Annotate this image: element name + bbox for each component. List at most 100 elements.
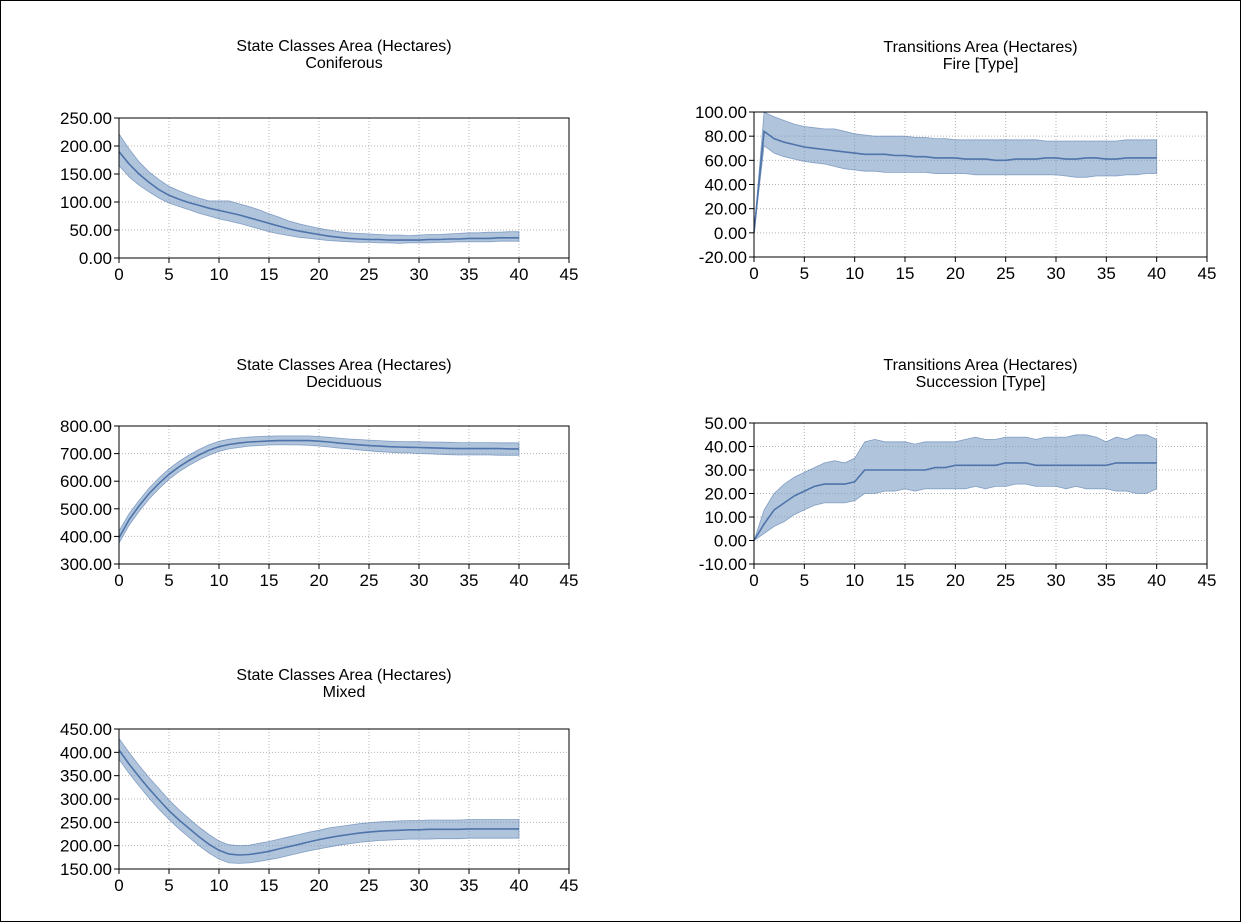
- y-tick-label: 50.00: [704, 414, 747, 433]
- x-tick-label: 25: [360, 265, 379, 284]
- y-tick-label: 100.00: [60, 193, 112, 212]
- mean-line: [753, 462, 1157, 541]
- chart-5: State Classes Area (Hectares)Mixed 0 5 10 15…: [60, 667, 578, 895]
- chart-title: State Classes Area (Hectares): [236, 667, 451, 684]
- x-tick-label: 35: [460, 571, 479, 590]
- x-tick-label: 15: [896, 264, 915, 283]
- x-tick-label: 30: [1047, 571, 1066, 590]
- y-tick-label: 100.00: [695, 103, 747, 122]
- x-tick-label: 35: [1097, 264, 1116, 283]
- x-tick-label: 10: [210, 876, 229, 895]
- y-tick-label: 20.00: [704, 200, 747, 219]
- x-tick-label: 35: [460, 265, 479, 284]
- x-tick-label: 20: [946, 571, 965, 590]
- y-tick-label: 500.00: [60, 500, 112, 519]
- mean-line: [118, 151, 519, 241]
- chart-2: Transitions Area (Hectares)Fire [Type] 0 5…: [695, 39, 1216, 283]
- plot-frame: [118, 117, 570, 259]
- x-tick-label: 25: [996, 571, 1015, 590]
- chart-4: Transitions Area (Hectares)Succession [T…: [699, 357, 1217, 590]
- chart-subtitle: Fire [Type]: [943, 56, 1019, 73]
- x-tick-label: 10: [845, 264, 864, 283]
- x-tick-label: 5: [800, 264, 809, 283]
- y-tick-label: 0.00: [714, 532, 747, 551]
- chart-subtitle: Deciduous: [306, 374, 382, 391]
- confidence-band: [118, 737, 520, 864]
- confidence-band: [753, 434, 1158, 542]
- y-tick-label: 250.00: [60, 109, 112, 128]
- y-tick-label: 700.00: [60, 445, 112, 464]
- x-tick-label: 40: [510, 571, 529, 590]
- y-tick-label: 0.00: [714, 224, 747, 243]
- x-tick-label: 30: [410, 571, 429, 590]
- chart-1: State Classes Area (Hectares)Coniferous 0…: [60, 38, 578, 284]
- x-tick-label: 15: [260, 265, 279, 284]
- y-tick-label: 300.00: [60, 555, 112, 574]
- x-tick-label: 5: [164, 265, 173, 284]
- x-tick-label: 45: [560, 571, 579, 590]
- x-tick-label: 35: [1097, 571, 1116, 590]
- mean-line: [118, 439, 519, 539]
- x-tick-label: 45: [560, 876, 579, 895]
- plot-frame: [118, 425, 570, 565]
- x-tick-label: 25: [360, 571, 379, 590]
- x-tick-label: 25: [996, 264, 1015, 283]
- x-tick-label: 20: [310, 876, 329, 895]
- y-tick-label: 40.00: [704, 176, 747, 195]
- y-tick-label: 450.00: [60, 720, 112, 739]
- y-tick-label: 250.00: [60, 813, 112, 832]
- x-tick-label: 25: [360, 876, 379, 895]
- y-tick-label: 150.00: [60, 165, 112, 184]
- x-tick-label: 0: [114, 876, 123, 895]
- x-tick-label: 15: [260, 571, 279, 590]
- x-tick-label: 0: [749, 571, 758, 590]
- x-tick-label: 10: [210, 265, 229, 284]
- y-tick-label: 20.00: [704, 485, 747, 504]
- x-tick-label: 10: [210, 571, 229, 590]
- x-tick-label: 0: [114, 265, 123, 284]
- x-tick-label: 35: [460, 876, 479, 895]
- chart-title: State Classes Area (Hectares): [236, 38, 451, 55]
- x-tick-label: 40: [1147, 571, 1166, 590]
- x-tick-label: 0: [749, 264, 758, 283]
- chart-subtitle: Coniferous: [305, 55, 382, 72]
- x-tick-label: 0: [114, 571, 123, 590]
- y-tick-label: 800.00: [60, 417, 112, 436]
- chart-subtitle: Succession [Type]: [916, 374, 1046, 391]
- x-tick-label: 40: [1147, 264, 1166, 283]
- gridlines: [119, 118, 569, 258]
- x-tick-label: 20: [310, 265, 329, 284]
- x-tick-label: 30: [1047, 264, 1066, 283]
- x-tick-label: 5: [164, 571, 173, 590]
- mean-line: [118, 749, 519, 856]
- chart-3: State Classes Area (Hectares)Deciduous 0 5…: [60, 357, 578, 590]
- gridlines: [119, 729, 569, 869]
- y-tick-label: 600.00: [60, 472, 112, 491]
- chart-title: Transitions Area (Hectares): [883, 39, 1077, 56]
- y-tick-label: -20.00: [699, 248, 747, 267]
- y-tick-label: 80.00: [704, 127, 747, 146]
- x-tick-label: 20: [946, 264, 965, 283]
- gridlines: [119, 426, 569, 564]
- x-tick-label: 30: [410, 876, 429, 895]
- y-tick-label: 0.00: [79, 249, 112, 268]
- x-tick-label: 45: [1198, 571, 1217, 590]
- mean-line: [753, 129, 1157, 233]
- y-tick-label: 200.00: [60, 137, 112, 156]
- y-tick-label: 350.00: [60, 767, 112, 786]
- confidence-band: [118, 435, 520, 545]
- chart-title: State Classes Area (Hectares): [236, 357, 451, 374]
- y-tick-label: 60.00: [704, 151, 747, 170]
- y-tick-label: 400.00: [60, 527, 112, 546]
- y-tick-label: 300.00: [60, 790, 112, 809]
- x-tick-label: 30: [410, 265, 429, 284]
- chart-title: Transitions Area (Hectares): [883, 357, 1077, 374]
- x-tick-label: 15: [260, 876, 279, 895]
- y-tick-label: 40.00: [704, 438, 747, 457]
- y-tick-label: 400.00: [60, 743, 112, 762]
- confidence-band: [118, 132, 520, 244]
- y-tick-label: 50.00: [69, 221, 112, 240]
- y-tick-label: -10.00: [699, 555, 747, 574]
- x-tick-label: 40: [510, 265, 529, 284]
